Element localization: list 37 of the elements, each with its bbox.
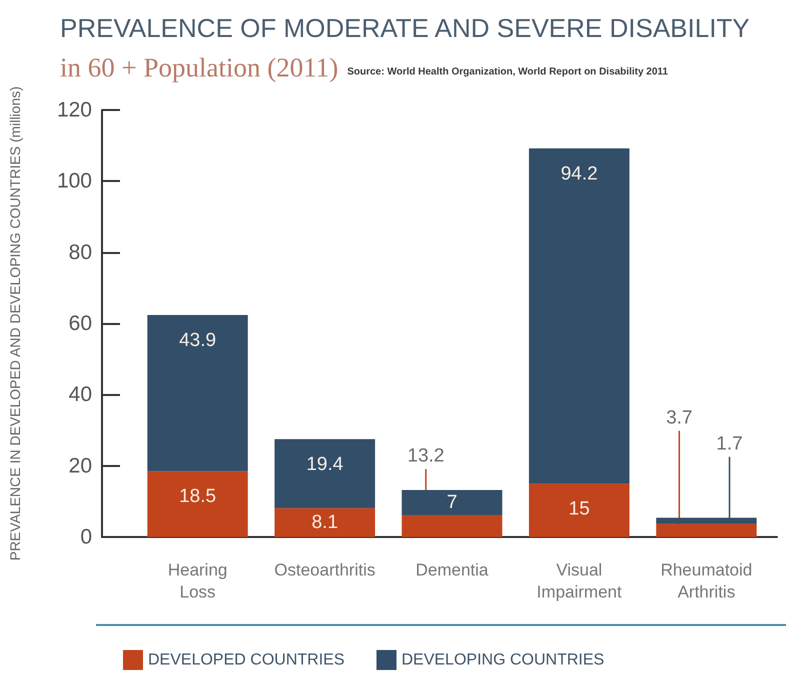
y-tick-label: 0 <box>80 526 92 548</box>
y-axis-title: PREVALENCE IN DEVELOPED AND DEVELOPING COUNTRIES (millions) <box>7 86 23 561</box>
bar <box>656 524 757 537</box>
data-label: 19.4 <box>306 454 344 476</box>
x-tick-label: Dementia <box>416 560 489 580</box>
data-label: 94.2 <box>560 163 598 184</box>
bar <box>274 508 376 537</box>
x-tick-label: Osteoarthritis <box>274 560 376 580</box>
data-label: 8.1 <box>312 512 338 534</box>
total-label: 13.2 <box>407 446 444 467</box>
chart-title: PREVALENCE OF MODERATE AND SEVERE DISABILITY <box>60 13 750 43</box>
data-label: 18.5 <box>179 486 216 508</box>
data-label: 43.9 <box>179 330 216 351</box>
x-tick-label: Visual Impairment <box>536 560 622 602</box>
bar <box>147 314 248 472</box>
y-tick-label: 80 <box>68 240 92 264</box>
bar <box>147 471 248 537</box>
chart-subtitle: in 60 + Population (2011) <box>60 52 338 82</box>
bar <box>528 148 630 484</box>
x-tick-label: Rheumatoid Arthritis <box>660 560 752 602</box>
legend-label: DEVELOPED COUNTRIES <box>148 652 344 668</box>
bar <box>274 439 376 508</box>
y-tick-label: 20 <box>68 454 92 478</box>
source-note: Source: World Health Organization, World Report on Disability 2011 <box>347 66 668 78</box>
y-tick-label: 40 <box>68 383 92 406</box>
bar <box>528 484 630 537</box>
data-label: 7 <box>446 492 458 513</box>
y-tick-label: 100 <box>56 170 92 193</box>
data-label: 3.7 <box>666 407 692 428</box>
y-tick-label: 120 <box>56 98 92 122</box>
bar <box>402 514 502 537</box>
data-label: 15 <box>568 498 590 520</box>
x-tick-label: Hearing Loss <box>168 560 228 602</box>
bar <box>402 490 502 515</box>
y-tick-label: 60 <box>68 312 92 335</box>
data-label: 1.7 <box>716 433 743 454</box>
legend-label: DEVELOPING COUNTRIES <box>401 652 604 668</box>
